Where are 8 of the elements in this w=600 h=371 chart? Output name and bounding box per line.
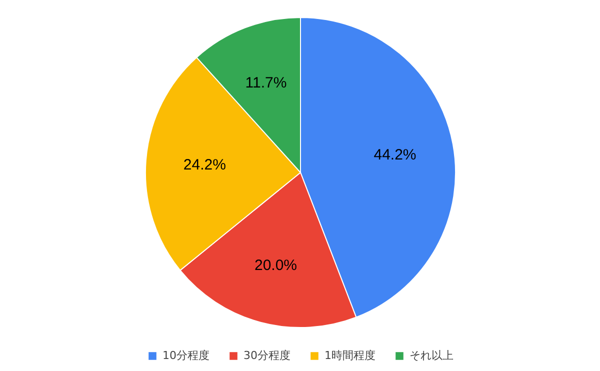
legend-label: 1時間程度 xyxy=(324,348,376,363)
legend-label: 30分程度 xyxy=(244,348,290,363)
data-label: 20.0% xyxy=(254,256,298,274)
data-label: 11.7% xyxy=(245,74,287,92)
data-label: 24.2% xyxy=(183,156,226,174)
legend-label: 10分程度 xyxy=(162,348,210,363)
legend-label: それ以上 xyxy=(410,348,454,363)
data-label: 44.2% xyxy=(374,146,416,164)
